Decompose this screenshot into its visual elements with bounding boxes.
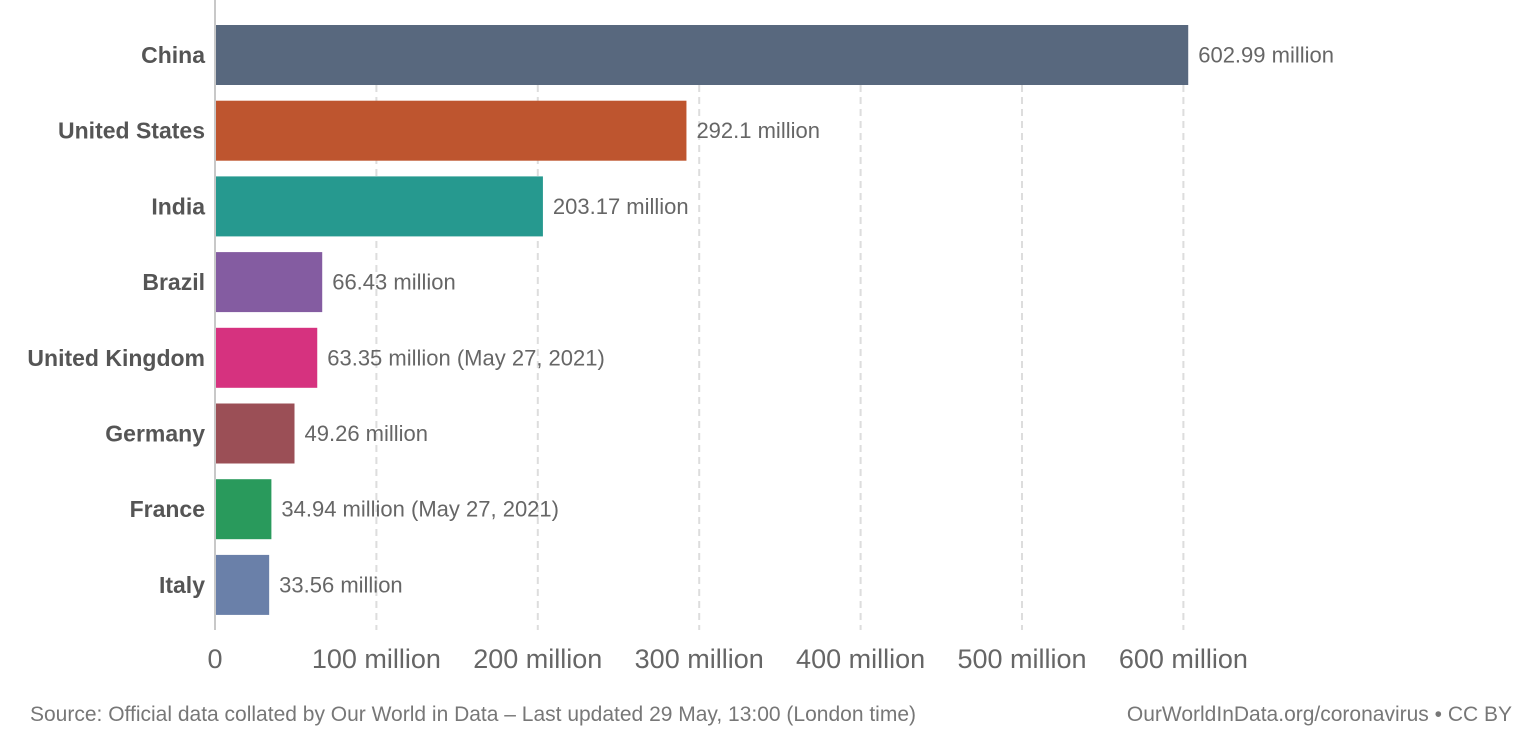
x-tick-label: 0 [207, 644, 222, 674]
category-label: Brazil [142, 269, 205, 295]
x-tick-label: 100 million [312, 644, 441, 674]
category-label: Germany [105, 421, 205, 447]
bar-brazil[interactable] [215, 252, 323, 313]
labels: China 602.99 million United States 292.1 mi… [27, 42, 1334, 598]
x-tick-label: 600 million [1119, 644, 1248, 674]
value-label: 63.35 million (May 27, 2021) [327, 345, 605, 370]
value-label: 66.43 million [332, 270, 456, 295]
category-label: India [151, 193, 205, 219]
bar-france[interactable] [215, 479, 272, 540]
category-label: United Kingdom [27, 345, 205, 371]
value-label: 292.1 million [696, 118, 820, 143]
bar-united-states[interactable] [215, 100, 687, 161]
bar-italy[interactable] [215, 554, 270, 615]
value-label: 49.26 million [305, 421, 429, 446]
source-link[interactable]: OurWorldInData.org/coronavirus • CC BY [1126, 703, 1512, 726]
x-axis: 0 100 million 200 million 300 million 400 mi… [207, 0, 1248, 674]
bars [215, 25, 1189, 615]
x-tick-label: 500 million [957, 644, 1086, 674]
value-label: 602.99 million [1198, 43, 1334, 68]
category-label: United States [58, 118, 205, 144]
x-tick-label: 200 million [473, 644, 602, 674]
source-note: Source: Official data collated by Our Wo… [30, 703, 916, 726]
bar-germany[interactable] [215, 403, 295, 464]
value-label: 34.94 million (May 27, 2021) [281, 497, 559, 522]
bar-india[interactable] [215, 176, 543, 237]
category-label: Italy [159, 572, 205, 598]
x-tick-label: 300 million [635, 644, 764, 674]
value-label: 33.56 million [279, 572, 403, 597]
bar-china[interactable] [215, 25, 1189, 85]
category-label: China [141, 42, 205, 68]
category-label: France [130, 496, 205, 522]
value-label: 203.17 million [553, 194, 689, 219]
x-tick-label: 400 million [796, 644, 925, 674]
bar-united-kingdom[interactable] [215, 327, 318, 388]
